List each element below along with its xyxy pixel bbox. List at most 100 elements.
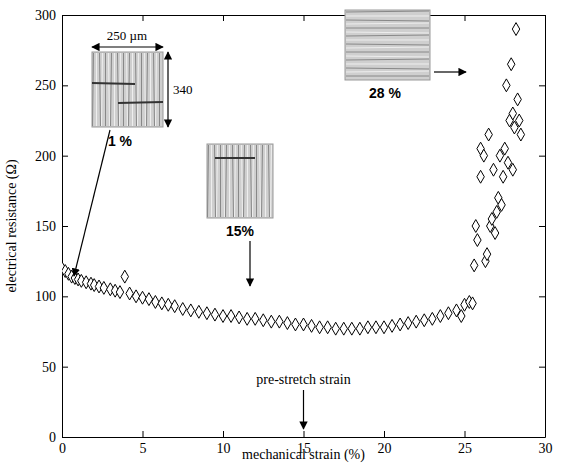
tick: 5 <box>140 431 147 456</box>
arrow <box>167 52 168 127</box>
tick <box>539 85 545 86</box>
point <box>474 234 481 247</box>
point <box>300 318 307 331</box>
annotation: 28 % <box>369 85 401 101</box>
micrograph-stripe <box>229 145 230 217</box>
micrograph-stripe <box>136 53 137 126</box>
micrograph-stripe <box>346 44 429 45</box>
micrograph-stripe <box>120 53 121 126</box>
micrograph-stripe <box>346 64 429 65</box>
annotation: 250 µm <box>107 28 147 43</box>
micrograph-stripe <box>244 145 245 217</box>
tick <box>539 296 545 297</box>
tick-label: 25 <box>458 441 472 456</box>
micrograph-stripe <box>159 53 160 126</box>
micrograph-stripe <box>141 53 142 126</box>
tick-mark <box>62 437 68 438</box>
micrograph-stripe <box>154 53 155 126</box>
point <box>195 305 202 318</box>
micrograph-stripe <box>111 53 112 126</box>
point <box>187 304 194 317</box>
tick-mark <box>223 431 224 437</box>
point <box>211 308 218 321</box>
micrograph-stripe <box>132 53 133 126</box>
tick-mark <box>539 156 545 157</box>
tick-label: 0 <box>59 441 66 456</box>
micrograph-stripe <box>102 53 103 126</box>
arrow <box>92 46 163 47</box>
micrograph-frame <box>345 10 430 80</box>
micrograph-stripe <box>346 56 429 57</box>
point <box>517 128 524 141</box>
point <box>491 227 498 240</box>
point <box>171 300 178 313</box>
point <box>227 310 234 323</box>
tick <box>539 15 545 16</box>
point <box>477 170 484 183</box>
micrograph-stripe <box>346 11 429 12</box>
tick-mark <box>143 431 144 437</box>
tick-mark <box>384 431 385 437</box>
point <box>509 107 516 120</box>
micrograph-stripe <box>220 145 221 217</box>
point <box>372 321 379 334</box>
point <box>485 128 492 141</box>
micrograph-stripe <box>105 53 106 126</box>
point <box>498 198 505 211</box>
tick-mark <box>62 367 68 368</box>
point <box>179 303 186 316</box>
tick <box>539 226 545 227</box>
point <box>260 314 267 327</box>
micrograph-stripe <box>145 53 146 126</box>
point <box>132 290 139 303</box>
point <box>490 163 497 176</box>
tick-mark <box>539 85 545 86</box>
tick-label: 200 <box>35 149 56 164</box>
tick: 50 <box>42 360 68 375</box>
crack <box>118 102 163 103</box>
point <box>324 321 331 334</box>
micrograph-stripe <box>346 23 429 24</box>
micrograph-stripe <box>215 145 216 217</box>
micrograph-stripe <box>109 53 110 126</box>
point <box>514 93 521 106</box>
tick-mark <box>465 15 466 21</box>
point <box>356 322 363 335</box>
tick: 25 <box>458 431 472 456</box>
tick <box>143 15 144 21</box>
crack <box>215 157 255 159</box>
point <box>152 296 159 309</box>
point <box>235 311 242 324</box>
micrograph-stripe <box>346 16 429 17</box>
tick-label: 30 <box>539 441 553 456</box>
micrograph-stripe <box>224 145 225 217</box>
annotation: 1 % <box>108 133 133 149</box>
point <box>145 293 152 306</box>
tick <box>539 437 545 438</box>
point <box>421 314 428 327</box>
tick-mark <box>539 296 545 297</box>
axis <box>539 16 546 438</box>
point <box>340 322 347 335</box>
micrograph <box>92 52 163 127</box>
point <box>380 321 387 334</box>
tick: 10 <box>217 431 231 456</box>
point <box>364 321 371 334</box>
point <box>412 315 419 328</box>
micrograph-stripe <box>217 145 218 217</box>
micrograph-stripe <box>346 20 429 21</box>
point <box>470 259 477 272</box>
micrograph-stripe <box>118 53 119 126</box>
tick <box>304 15 305 21</box>
micrograph-stripe <box>114 53 115 126</box>
arrow <box>434 71 466 72</box>
point <box>501 142 508 155</box>
micrograph-stripe <box>211 145 212 217</box>
tick-mark <box>62 226 68 227</box>
tick-label: 20 <box>378 441 392 456</box>
point <box>507 58 514 71</box>
tick <box>539 156 545 157</box>
tick-mark <box>223 15 224 21</box>
point <box>396 318 403 331</box>
tick-mark <box>62 156 68 157</box>
